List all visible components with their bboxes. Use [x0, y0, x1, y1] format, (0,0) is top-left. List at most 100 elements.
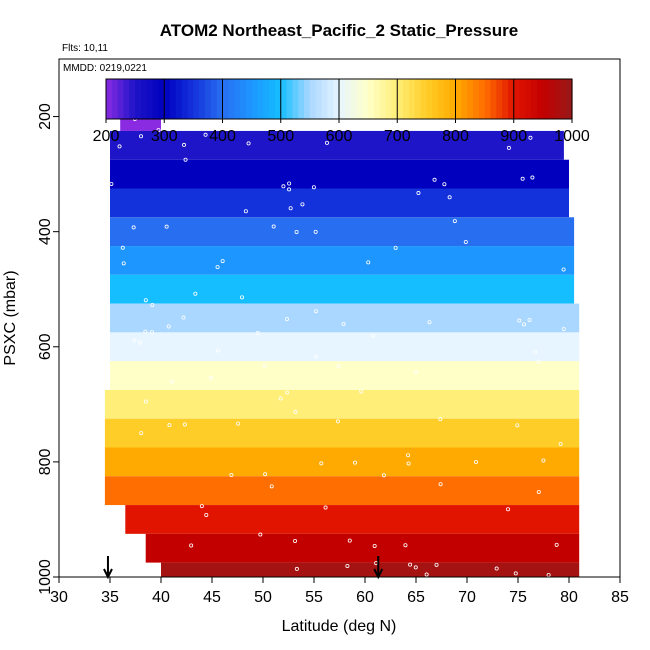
x-tick-label: 65: [407, 589, 425, 606]
obs-point: [150, 302, 155, 307]
obs-point: [209, 376, 214, 381]
obs-point: [345, 563, 350, 568]
colorbar-tick-label: 700: [384, 128, 411, 145]
obs-point: [319, 461, 324, 466]
colorbar-cell: [513, 79, 521, 119]
x-axis: 30 35 40 45 50 55 60 65 70 75 80 85: [50, 577, 629, 606]
colorbar-cell: [199, 79, 206, 119]
obs-point: [263, 472, 268, 477]
obs-point: [515, 423, 520, 428]
obs-point: [287, 181, 292, 186]
colorbar-cell: [129, 79, 136, 119]
obs-point: [166, 324, 171, 329]
x-tick-label: 30: [50, 589, 68, 606]
arrow-marker-icon: [103, 568, 113, 580]
obs-point: [255, 331, 260, 336]
colorbar-cell: [321, 79, 328, 119]
obs-point: [167, 423, 172, 428]
obs-point: [258, 532, 263, 537]
colorbar-ticks: 200 300 400 500 600 700 800 900 1000: [93, 79, 590, 145]
x-tick-label: 80: [560, 589, 578, 606]
plot-frame: [58, 58, 621, 578]
heatmap-band-4: [110, 217, 575, 247]
obs-point: [530, 175, 535, 180]
colorbar-tick-label: 1000: [554, 128, 590, 145]
colorbar-cell: [403, 79, 410, 119]
colorbar-cell: [537, 79, 544, 119]
colorbar-cell: [239, 79, 247, 119]
obs-point: [324, 140, 329, 145]
colorbar-tick-label: 200: [93, 128, 120, 145]
heatmap-bands: [104, 102, 580, 577]
obs-point: [240, 295, 245, 300]
obs-point: [513, 571, 518, 576]
obs-point: [393, 245, 398, 250]
obs-point: [463, 239, 468, 244]
x-tick-label: 40: [152, 589, 170, 606]
colorbar-cell: [181, 79, 189, 119]
obs-point: [284, 317, 289, 322]
colorbar-cell: [304, 79, 311, 119]
colorbar-cell: [228, 79, 235, 119]
obs-point: [438, 417, 443, 422]
x-tick-label: 35: [101, 589, 119, 606]
y-tick-label: 200: [37, 103, 54, 130]
colorbar-cell: [379, 79, 387, 119]
obs-point: [438, 482, 443, 487]
x-tick-label: 75: [509, 589, 527, 606]
obs-point: [323, 505, 328, 510]
obs-point: [285, 390, 290, 395]
obs-point: [452, 219, 457, 224]
heatmap-band-16: [161, 562, 580, 577]
obs-point: [246, 141, 251, 146]
obs-point: [138, 340, 143, 345]
colorbar-cell: [205, 79, 212, 119]
colorbar-cell: [350, 79, 358, 119]
colorbar-cell: [251, 79, 259, 119]
obs-point: [203, 132, 208, 137]
y-tick-label: 400: [37, 218, 54, 245]
colorbar-cell: [263, 79, 270, 119]
colorbar-cell: [472, 79, 480, 119]
obs-point: [424, 572, 429, 577]
obs-point: [139, 431, 144, 436]
y-axis-label: PSXC (mbar): [2, 270, 19, 365]
colorbar-cell: [117, 79, 125, 119]
obs-point: [434, 562, 439, 567]
obs-point: [313, 229, 318, 234]
obs-point: [294, 566, 299, 571]
flights-label: Flts: 10,11: [62, 43, 108, 54]
colorbar-cell: [344, 79, 352, 119]
obs-point: [366, 260, 371, 265]
colorbar-cell: [490, 79, 497, 119]
obs-point: [281, 184, 286, 189]
colorbar-cell: [298, 79, 305, 119]
obs-point: [506, 145, 511, 150]
colorbar-cell: [309, 79, 317, 119]
obs-point: [182, 422, 187, 427]
obs-point: [341, 321, 346, 326]
colorbar-cell: [280, 79, 288, 119]
obs-point: [220, 259, 225, 264]
colorbar-cell: [414, 79, 422, 119]
obs-point: [109, 181, 114, 186]
heatmap-band-14: [125, 505, 580, 534]
colorbar-tick-label: 300: [151, 128, 178, 145]
colorbar-cell: [356, 79, 363, 119]
obs-point: [199, 504, 204, 509]
obs-point: [143, 329, 148, 334]
obs-point: [120, 245, 125, 250]
obs-point: [554, 542, 559, 547]
colorbar-cell: [385, 79, 393, 119]
obs-point: [536, 359, 541, 364]
colorbar-cell: [257, 79, 264, 119]
colorbar-cell: [292, 79, 299, 119]
heatmap-band-12: [104, 447, 580, 477]
arrow-marker-icon: [373, 568, 384, 580]
y-tick-label: 800: [37, 448, 54, 475]
colorbar-cell: [274, 79, 282, 119]
obs-point: [347, 538, 352, 543]
colorbar-cell: [152, 79, 160, 119]
obs-point: [215, 265, 220, 270]
